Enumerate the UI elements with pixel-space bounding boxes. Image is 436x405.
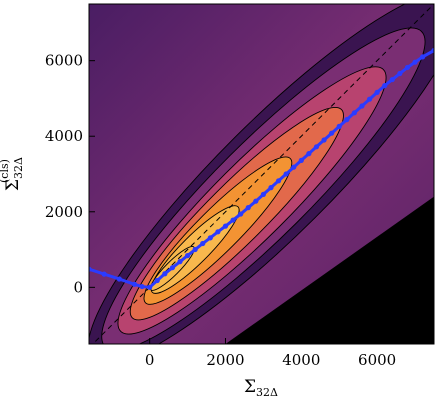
- series-point: [184, 253, 191, 259]
- y-tick-label: 6000: [45, 52, 83, 70]
- series-point: [291, 164, 297, 170]
- series-point: [374, 89, 380, 95]
- series-point: [298, 157, 304, 163]
- series-point: [230, 217, 236, 223]
- series-point: [412, 59, 418, 65]
- series-point: [344, 117, 350, 123]
- series-point: [139, 283, 145, 290]
- series-point: [162, 271, 168, 277]
- series-point: [192, 246, 198, 253]
- plot-frame: [88, 3, 435, 345]
- series-point: [253, 198, 259, 204]
- x-axis-title: Σ32Δ: [244, 377, 278, 399]
- series-point: [268, 185, 274, 191]
- series-point: [89, 266, 92, 272]
- series-point: [154, 277, 160, 284]
- x-tick-label: 0: [145, 351, 155, 369]
- series-point: [215, 229, 221, 235]
- series-point: [313, 144, 320, 150]
- series-point: [382, 83, 388, 89]
- series-point: [366, 96, 373, 102]
- series-point: [351, 110, 357, 116]
- y-tick-label: 2000: [45, 203, 83, 221]
- series-point: [420, 54, 426, 60]
- series-point: [222, 223, 229, 229]
- series-point: [283, 171, 289, 177]
- series-point: [169, 265, 176, 271]
- series-point: [131, 281, 138, 287]
- reference-line: [92, 4, 434, 344]
- series-point: [200, 240, 206, 247]
- empty-region: [225, 196, 434, 344]
- y-tick-label: 0: [73, 278, 83, 296]
- series-point: [147, 284, 153, 290]
- x-tick-label: 6000: [358, 351, 396, 369]
- series-point: [245, 205, 251, 211]
- series-point: [404, 64, 411, 71]
- series-point: [389, 76, 395, 83]
- y-tick-label: 4000: [45, 127, 83, 145]
- series-point: [329, 130, 335, 136]
- series-point: [275, 178, 282, 184]
- series-point: [397, 70, 403, 77]
- svg-text:Σ32Δ(cls): Σ32Δ(cls): [0, 157, 25, 191]
- series-point: [177, 259, 183, 265]
- series-point: [321, 137, 327, 143]
- series-point: [116, 276, 122, 282]
- x-tick-label: 4000: [282, 351, 320, 369]
- series-point: [431, 47, 434, 54]
- series-point: [101, 271, 107, 277]
- y-axis-title: Σ32Δ(cls): [0, 157, 25, 191]
- series-point: [359, 103, 365, 109]
- series-point: [260, 191, 266, 197]
- x-tick-label: 2000: [206, 351, 244, 369]
- series-point: [306, 151, 312, 157]
- series-point: [336, 123, 342, 129]
- series-point: [207, 235, 213, 241]
- series-point: [238, 211, 244, 217]
